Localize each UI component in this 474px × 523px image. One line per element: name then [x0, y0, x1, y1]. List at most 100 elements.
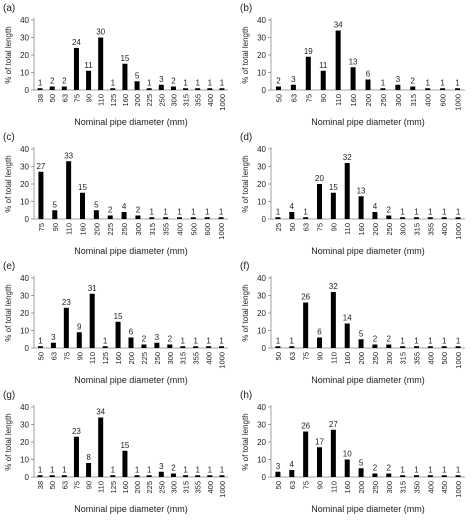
x-tick-label: 90	[319, 94, 328, 102]
y-tick-label: 10	[20, 456, 29, 465]
x-tick-label: 90	[329, 223, 338, 231]
bar	[440, 88, 446, 90]
data-label: 1	[150, 207, 155, 216]
data-label: 6	[129, 328, 134, 337]
x-tick-label: 315	[413, 223, 422, 236]
bar	[207, 88, 213, 90]
bar	[49, 86, 55, 90]
y-tick-label: 30	[20, 292, 29, 301]
x-tick-label: 50	[274, 481, 283, 489]
x-tick-label: 90	[316, 481, 325, 489]
bar	[163, 217, 169, 219]
data-label: 9	[77, 322, 82, 331]
x-tick-label: 75	[37, 223, 46, 231]
panel-label: (h)	[240, 390, 252, 401]
bar	[344, 459, 350, 477]
data-label: 1	[276, 207, 281, 216]
bar	[372, 344, 378, 348]
bar	[275, 346, 281, 348]
x-tick-label: 75	[316, 223, 325, 231]
y-tick-label: 30	[257, 292, 266, 301]
data-label: 1	[193, 336, 198, 345]
data-label: 15	[114, 312, 123, 321]
x-tick-label: 355	[413, 352, 422, 365]
data-label: 3	[159, 75, 164, 84]
x-tick-label: 250	[371, 352, 380, 365]
bar	[170, 86, 176, 90]
x-tick-label: 200	[92, 223, 101, 236]
data-label: 1	[425, 78, 430, 87]
x-tick-label: 90	[316, 352, 325, 360]
x-tick-label: 355	[162, 223, 171, 236]
x-tick-label: 225	[106, 223, 115, 236]
panel-label: (b)	[240, 3, 252, 14]
bar	[358, 468, 364, 477]
data-label: 1	[220, 78, 225, 87]
data-label: 2	[136, 206, 141, 215]
bar	[219, 88, 225, 90]
data-label: 1	[206, 336, 211, 345]
data-label: 5	[359, 458, 364, 467]
x-tick-label: 300	[169, 94, 178, 107]
data-label: 15	[329, 183, 338, 192]
data-label: 1	[456, 465, 461, 474]
x-tick-label: 225	[145, 481, 154, 494]
bar	[414, 346, 419, 348]
x-tick-label: 355	[194, 94, 203, 107]
x-tick-label: 75	[72, 94, 81, 102]
x-tick-label: 38	[36, 481, 45, 489]
x-tick-label: 400	[426, 352, 435, 365]
bar	[386, 215, 392, 219]
bar	[121, 212, 127, 219]
y-tick-label: 10	[20, 198, 29, 207]
data-label: 1	[195, 465, 200, 474]
x-tick-label: 315	[182, 481, 191, 494]
bar	[275, 217, 281, 219]
data-label: 19	[304, 47, 313, 56]
x-tick-label: 50	[48, 94, 57, 102]
data-label: 1	[195, 78, 200, 87]
bar	[38, 171, 44, 219]
data-label: 1	[111, 465, 116, 474]
y-tick-label: 0	[25, 473, 30, 482]
y-axis-title: % of total length	[4, 284, 13, 341]
bar	[134, 475, 140, 477]
x-tick-label: 110	[97, 94, 106, 106]
y-tick-label: 40	[257, 274, 266, 283]
x-tick-label: 250	[120, 223, 129, 236]
x-tick-label: 250	[157, 481, 166, 494]
bar	[135, 215, 141, 219]
data-label: 2	[373, 464, 378, 473]
x-tick-label: 160	[343, 352, 352, 365]
data-label: 15	[78, 183, 87, 192]
y-tick-label: 0	[262, 215, 267, 224]
bar	[275, 86, 281, 90]
data-label: 1	[62, 465, 67, 474]
data-label: 1	[183, 465, 188, 474]
x-tick-label: 125	[101, 352, 110, 365]
bar	[50, 342, 56, 348]
x-tick-label: 160	[121, 481, 130, 494]
panel-label: (c)	[3, 132, 15, 143]
bar	[128, 337, 134, 348]
data-label: 1	[276, 336, 281, 345]
x-tick-label: 50	[36, 352, 45, 360]
data-label: 1	[455, 78, 460, 87]
x-tick-label: 200	[133, 481, 142, 494]
x-tick-label: 355	[194, 481, 203, 494]
y-tick-label: 30	[257, 34, 266, 43]
bar	[275, 471, 281, 477]
x-tick-label: 125	[109, 481, 118, 494]
y-tick-label: 30	[20, 34, 29, 43]
data-label: 1	[38, 336, 43, 345]
bar	[303, 217, 309, 219]
y-axis-title: % of total length	[241, 284, 250, 341]
bar	[303, 302, 309, 348]
data-label: 24	[72, 38, 81, 47]
data-label: 32	[343, 153, 352, 162]
data-label: 1	[135, 465, 140, 474]
bar	[195, 88, 201, 90]
x-tick-label: 25	[274, 223, 283, 231]
x-tick-label: 250	[371, 481, 380, 494]
